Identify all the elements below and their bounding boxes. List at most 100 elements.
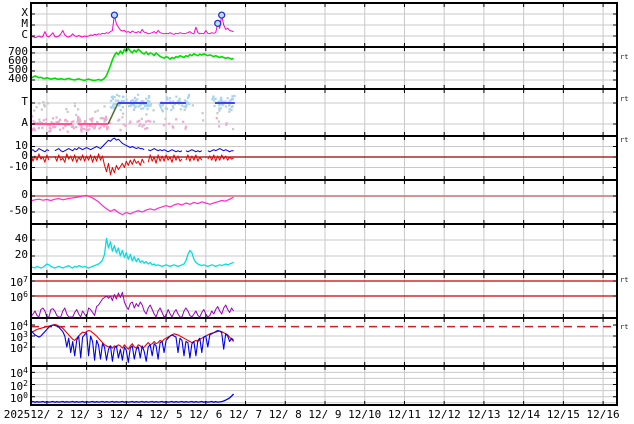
sector-dot bbox=[105, 117, 108, 120]
sector-dot bbox=[164, 107, 167, 110]
sector-dot bbox=[38, 118, 41, 121]
sector-dot bbox=[142, 107, 145, 110]
sector-dot bbox=[170, 108, 173, 112]
x-tick-label: 12/ 7 bbox=[228, 408, 263, 421]
rt-annotation: rt bbox=[620, 53, 629, 61]
sector-dot bbox=[188, 102, 191, 106]
sector-dot bbox=[102, 125, 106, 128]
sector-dot bbox=[224, 105, 227, 108]
eflux-series bbox=[32, 291, 235, 317]
x-tick-label: 12/14 bbox=[507, 408, 541, 421]
sector-dot bbox=[148, 96, 151, 99]
sector-dot bbox=[185, 104, 188, 107]
sector-dot bbox=[147, 104, 150, 108]
rt-annotation: rt bbox=[620, 323, 629, 331]
sector-dot bbox=[113, 96, 116, 99]
sector-dot bbox=[137, 93, 140, 96]
sector-dot bbox=[176, 100, 179, 103]
sector-dot bbox=[139, 123, 142, 126]
proton-series bbox=[32, 393, 235, 403]
y-tick-exponent: 4 bbox=[23, 318, 28, 328]
sector-dot bbox=[99, 126, 102, 129]
sector-dot bbox=[122, 112, 125, 115]
y-tick-label: X bbox=[21, 6, 28, 19]
y-tick-label: 500 bbox=[8, 62, 28, 76]
y-tick-label: 103 bbox=[0, 329, 28, 344]
sector-dot bbox=[140, 100, 143, 103]
sector-dot bbox=[233, 94, 236, 97]
sector-dot bbox=[230, 106, 233, 109]
sector-dot bbox=[54, 126, 57, 129]
sector-dot bbox=[32, 129, 34, 132]
sector-dot bbox=[33, 129, 36, 132]
sector-dot bbox=[144, 120, 148, 123]
sector-dot bbox=[168, 122, 171, 125]
sector-dot bbox=[70, 125, 73, 128]
sector-dot bbox=[94, 110, 97, 113]
sector-dot bbox=[141, 125, 144, 128]
y-tick-label: 0 bbox=[21, 149, 28, 162]
sector-dot bbox=[118, 95, 121, 98]
sector-dot bbox=[90, 118, 93, 121]
sector-dot bbox=[32, 120, 35, 123]
sector-dot bbox=[134, 99, 137, 102]
sector-dot bbox=[129, 104, 132, 107]
sector-dot bbox=[159, 106, 163, 109]
sector-dot bbox=[165, 107, 169, 110]
sector-dot bbox=[104, 119, 107, 122]
sector-dot bbox=[171, 125, 174, 128]
sector-dot bbox=[152, 109, 155, 112]
sector-dot bbox=[121, 95, 124, 98]
y-tick-label: 107 bbox=[0, 274, 28, 289]
sector-dot bbox=[185, 100, 188, 103]
sector-dot bbox=[218, 125, 221, 128]
x-tick-label: 12/13 bbox=[467, 408, 501, 421]
x-tick-label: 12/12 bbox=[427, 408, 461, 421]
y-tick-base: 10 bbox=[9, 379, 24, 393]
flux-blue-series bbox=[32, 324, 235, 363]
sector-dot bbox=[66, 130, 69, 133]
x-tick-label: 12/11 bbox=[387, 408, 421, 421]
sector-dot bbox=[85, 128, 88, 131]
dst-series bbox=[32, 194, 234, 216]
sector-dot bbox=[110, 99, 113, 102]
sector-dot bbox=[121, 116, 124, 119]
sector-dot bbox=[82, 127, 85, 130]
sector-dot bbox=[35, 106, 38, 109]
sector-dot bbox=[50, 121, 53, 124]
sector-dot bbox=[128, 122, 131, 125]
sector-dot bbox=[146, 108, 149, 111]
y-tick-label: 104 bbox=[0, 318, 28, 333]
sector-dot bbox=[78, 118, 81, 121]
sector-dot bbox=[228, 108, 231, 111]
y-tick-exponent: 0 bbox=[23, 390, 28, 400]
rt-annotation: rt bbox=[620, 276, 629, 284]
x-tick-label: 12/15 bbox=[546, 408, 580, 421]
panel-solar-wind-speed bbox=[30, 46, 618, 90]
sector-dot bbox=[166, 98, 169, 101]
sector-dot bbox=[186, 101, 189, 104]
sector-dot bbox=[49, 129, 52, 133]
sector-dot bbox=[55, 121, 58, 124]
sector-dot bbox=[161, 108, 164, 111]
sector-dot bbox=[40, 108, 43, 111]
x-tick-label: 12/16 bbox=[586, 408, 620, 421]
sector-dot bbox=[168, 97, 171, 100]
sector-dot bbox=[158, 103, 161, 106]
sector-dot bbox=[218, 109, 221, 112]
sector-dot bbox=[77, 120, 80, 123]
panel-proton-flux bbox=[30, 365, 618, 406]
sector-dot bbox=[43, 105, 46, 108]
sector-dot bbox=[133, 96, 136, 99]
y-tick-label: 102 bbox=[0, 378, 28, 393]
sector-dot bbox=[217, 100, 221, 103]
sector-dot bbox=[108, 122, 111, 125]
sector-dot bbox=[72, 120, 75, 123]
sector-dot bbox=[145, 97, 148, 100]
sector-dot bbox=[212, 96, 215, 99]
sector-dot bbox=[178, 97, 181, 100]
sector-dot bbox=[218, 107, 221, 110]
sector-dot bbox=[75, 126, 78, 129]
sector-dot bbox=[185, 103, 188, 106]
panel-solar-wind-density bbox=[30, 223, 618, 275]
